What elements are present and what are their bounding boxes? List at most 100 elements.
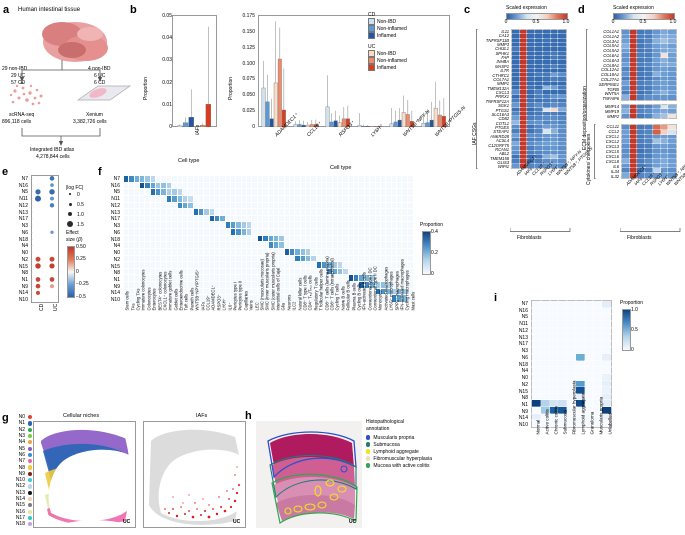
heatmap-cell — [208, 241, 217, 250]
heatmap-cell — [246, 247, 254, 257]
heatmap-cell — [203, 261, 211, 270]
heatmap-cell — [235, 247, 243, 257]
heatmap-cell — [621, 138, 631, 146]
heatmap-cell — [208, 221, 217, 230]
heatmap-cell — [310, 228, 318, 237]
heatmap-cell — [187, 188, 195, 197]
panel-b-right-bars — [261, 21, 446, 127]
heatmap-cell — [534, 110, 544, 118]
heatmap-cell — [288, 287, 297, 297]
heatmap-cell — [651, 108, 662, 115]
heatmap-cell — [379, 254, 388, 264]
heatmap-cell — [213, 175, 222, 184]
heatmap-cell — [283, 221, 291, 230]
heatmap-cell — [171, 281, 179, 290]
heatmap-cell — [548, 339, 560, 349]
heatmap-cell — [667, 167, 677, 175]
heatmap-cell — [299, 281, 308, 290]
row-label: CD82 — [498, 116, 509, 122]
heatmap-cell — [192, 201, 200, 211]
heatmap-cell — [526, 59, 537, 66]
heatmap-cell — [557, 115, 567, 122]
heatmap-cell — [144, 287, 152, 297]
heatmap-cell — [401, 201, 409, 211]
heatmap-cell — [197, 208, 206, 217]
heatmap-cell — [518, 93, 529, 101]
heatmap-cell — [187, 241, 195, 250]
heatmap-cell — [310, 194, 318, 204]
heatmap-cell — [526, 72, 537, 79]
heatmap-cell — [315, 181, 324, 191]
bar — [188, 117, 194, 127]
heatmap-cell — [326, 247, 334, 257]
heatmap-cell — [331, 241, 340, 250]
heatmap-cell — [251, 241, 259, 250]
heatmap-cell — [283, 287, 291, 297]
panel-d-fibroblast-bracket — [620, 228, 681, 232]
heatmap-cell — [181, 208, 190, 217]
heatmap-cell — [557, 141, 567, 148]
heatmap-cell — [304, 261, 313, 270]
heatmap-cell — [235, 221, 243, 230]
row-label: ACSL4 — [496, 138, 509, 144]
heatmap-cell — [165, 194, 174, 204]
legend-label: Non-inflamed — [377, 57, 407, 64]
heatmap-cell — [155, 201, 163, 211]
heatmap-cell — [203, 234, 211, 244]
heatmap-cell — [621, 61, 631, 69]
heatmap-cell — [531, 412, 542, 422]
heatmap-cell — [176, 254, 184, 264]
heatmap-cell — [601, 346, 612, 355]
heatmap-cell — [171, 214, 179, 224]
heatmap-cell — [347, 241, 356, 250]
heatmap-cell — [256, 234, 265, 244]
col-label: RSPO3⁺ — [648, 170, 665, 187]
heatmap-cell — [651, 66, 662, 73]
heatmap-cell — [557, 326, 569, 336]
panel-a-bottom-title: Integrated IBD atlas — [30, 147, 75, 153]
heatmap-cell — [369, 294, 377, 303]
heatmap-cell — [363, 287, 372, 297]
heatmap-cell — [539, 412, 551, 422]
panel-i-row-label: N0 — [521, 375, 528, 382]
heatmap-cell — [251, 214, 259, 224]
heatmap-cell — [369, 247, 377, 257]
heatmap-cell — [667, 112, 677, 120]
heatmap-cell — [374, 208, 382, 217]
heatmap-cell — [601, 392, 612, 402]
panel-c-bracket — [476, 29, 478, 169]
heatmap-cell — [336, 228, 345, 237]
heatmap-cell — [310, 274, 318, 284]
heatmap-cell — [531, 306, 542, 316]
panel-c-heatmap — [511, 28, 567, 170]
heatmap-cell — [267, 201, 275, 211]
heatmap-cell — [385, 274, 393, 284]
heatmap-cell — [315, 254, 324, 264]
heatmap-cell — [320, 267, 329, 277]
heatmap-cell — [526, 50, 537, 57]
heatmap-cell — [539, 353, 551, 362]
size-legend-dot — [67, 211, 73, 217]
heatmap-cell — [621, 75, 631, 83]
heatmap-cell — [363, 247, 372, 257]
heatmap-cell — [592, 346, 604, 355]
heatmap-cell — [628, 133, 639, 141]
heatmap-cell — [628, 138, 639, 146]
heatmap-cell — [138, 234, 147, 244]
heatmap-cell — [526, 162, 537, 170]
heatmap-cell — [548, 379, 560, 389]
heatmap-cell — [347, 287, 356, 297]
heatmap-cell — [171, 254, 179, 264]
row-label: COL27A1 — [601, 77, 619, 82]
heatmap-cell — [592, 392, 604, 402]
heatmap-cell — [155, 228, 163, 237]
heatmap-cell — [197, 274, 206, 284]
heatmap-cell — [197, 201, 206, 211]
panel-f-letter: f — [98, 166, 102, 178]
heatmap-cell — [518, 76, 529, 83]
heatmap-cell — [541, 149, 552, 157]
heatmap-cell — [379, 281, 388, 290]
heatmap-cell — [304, 201, 313, 211]
heatmap-cell — [628, 103, 639, 111]
heatmap-cell — [511, 102, 521, 109]
